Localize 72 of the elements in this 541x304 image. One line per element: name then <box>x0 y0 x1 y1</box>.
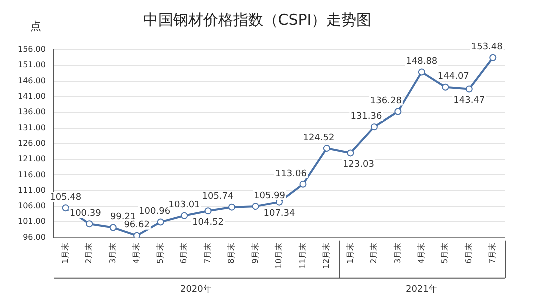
x-tick-label: 3月末 <box>393 242 402 264</box>
y-tick-label: 121.00 <box>18 154 46 164</box>
point <box>394 108 402 116</box>
data-label: 113.06 <box>275 169 308 180</box>
y-axis-title: 点 <box>30 20 42 33</box>
x-tick-label: 2月末 <box>84 242 94 264</box>
data-label: 100.39 <box>70 208 102 219</box>
data-label: 107.34 <box>264 209 296 220</box>
x-tick-label: 3月末 <box>108 242 118 264</box>
x-tick-label: 1月末 <box>60 242 70 264</box>
chart-title: 中国钢材价格指数（CSPI）走势图 <box>143 10 372 29</box>
data-label: 103.01 <box>168 200 200 211</box>
point <box>204 208 212 215</box>
data-label: 144.07 <box>438 72 470 82</box>
point <box>110 224 117 232</box>
y-tick-label: 116.00 <box>18 170 46 180</box>
x-tick-label: 5月末 <box>440 242 450 264</box>
point <box>300 180 307 188</box>
data-label: 105.74 <box>202 192 234 202</box>
data-label: 105.48 <box>50 192 82 203</box>
x-tick-label: 2月末 <box>370 242 379 264</box>
data-label: 148.88 <box>406 57 438 68</box>
y-tick-label: 111.00 <box>18 186 46 195</box>
point <box>323 145 330 152</box>
point <box>181 212 188 220</box>
text: 2021年 <box>406 284 438 296</box>
data-label: 153.48 <box>471 42 504 53</box>
data-label: 136.28 <box>370 96 402 107</box>
point <box>86 220 94 228</box>
data-label: 100.96 <box>139 207 171 218</box>
x-tick-label: 9月末 <box>250 242 260 264</box>
x-tick-label: 7月末 <box>203 242 212 264</box>
point <box>490 54 497 62</box>
point <box>62 204 70 212</box>
y-tick-label: 96.00 <box>23 232 46 242</box>
y-tick-label: 146.00 <box>18 76 46 86</box>
x-tick-label: 11月末 <box>298 242 308 270</box>
y-tick-label: 101.00 <box>18 217 46 226</box>
y-tick-label: 126.00 <box>18 138 46 148</box>
point <box>442 84 450 91</box>
data-label: 123.03 <box>342 160 374 170</box>
point <box>370 124 378 131</box>
y-tick-label: 106.00 <box>18 202 46 211</box>
data-label: 104.52 <box>192 218 224 228</box>
point <box>134 232 141 238</box>
y-tick-label: 131.00 <box>18 123 46 132</box>
x-tick-label: 4月末 <box>132 242 142 264</box>
x-tick-label: 6月末 <box>464 242 474 264</box>
x-tick-label: 5月末 <box>156 242 165 264</box>
data-label: 105.99 <box>254 191 286 202</box>
point <box>418 68 426 76</box>
x-tick-label: 10月末 <box>274 242 284 270</box>
point <box>157 218 164 226</box>
point <box>347 150 354 157</box>
point <box>466 86 473 93</box>
y-tick-label: 151.00 <box>18 60 46 70</box>
y-tick-label: 136.00 <box>18 108 46 117</box>
x-tick-label: 7月末 <box>488 242 498 264</box>
point <box>228 204 236 211</box>
text: 2020年 <box>180 284 212 296</box>
data-label: 131.36 <box>350 112 382 122</box>
y-tick-label: 156.00 <box>18 45 46 54</box>
x-tick-label: 4月末 <box>417 242 426 264</box>
y-tick-label: 141.00 <box>18 92 46 102</box>
data-label: 124.52 <box>303 133 335 144</box>
data-label: 143.47 <box>454 96 486 106</box>
point <box>252 203 260 210</box>
x-tick-label: 8月末 <box>227 242 236 264</box>
data-label: 96.62 <box>124 220 150 231</box>
x-tick-label: 1月末 <box>346 242 355 264</box>
x-tick-label: 6月末 <box>180 242 189 264</box>
x-tick-label: 12月末 <box>322 242 332 270</box>
